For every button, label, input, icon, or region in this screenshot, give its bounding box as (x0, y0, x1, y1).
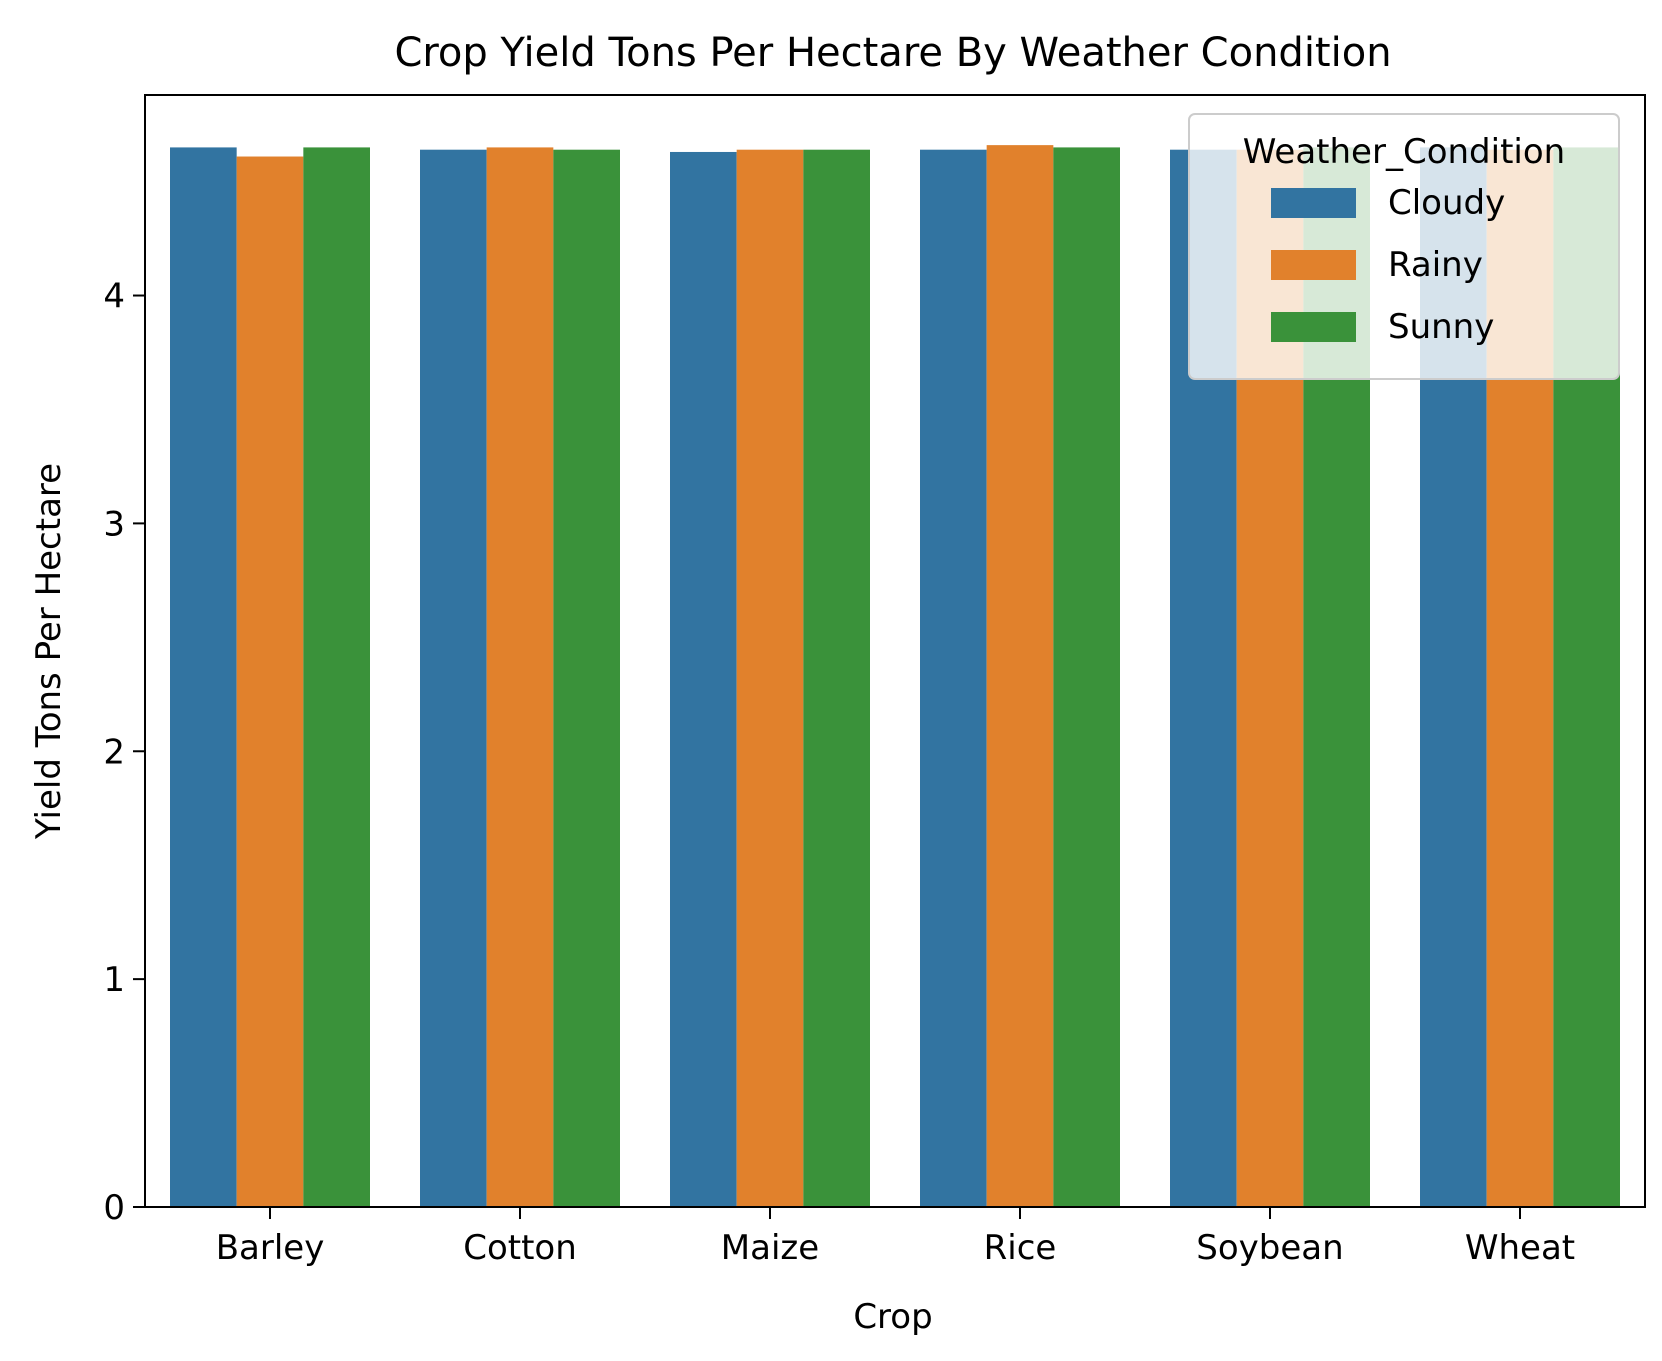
legend-label-rainy: Rainy (1388, 245, 1483, 285)
legend-label-cloudy: Cloudy (1388, 183, 1505, 223)
y-tick-label: 3 (103, 504, 125, 544)
x-tick-label: Soybean (1196, 1228, 1343, 1268)
bar-cotton-sunny (553, 149, 620, 1208)
legend-items: Cloudy Rainy Sunny (1271, 183, 1505, 347)
legend-swatch-sunny (1271, 312, 1356, 342)
bar-barley-sunny (303, 147, 370, 1208)
x-axis: Barley Cotton Maize Rice Soybean Wheat (216, 1207, 1575, 1268)
x-tick-label: Maize (721, 1228, 819, 1268)
y-tick-label: 2 (103, 732, 125, 772)
bars-layer (170, 145, 1620, 1208)
bar-cotton-cloudy (420, 149, 487, 1208)
chart-title: Crop Yield Tons Per Hectare By Weather C… (394, 30, 1391, 76)
bar-maize-rainy (736, 149, 804, 1208)
legend-swatch-cloudy (1271, 188, 1356, 218)
y-tick-label: 1 (103, 960, 125, 1000)
x-tick-label: Rice (984, 1228, 1057, 1268)
legend-swatch-rainy (1271, 250, 1356, 280)
y-tick-label: 4 (103, 277, 125, 317)
x-axis-label: Crop (853, 1297, 932, 1337)
bar-cotton-rainy (486, 147, 554, 1208)
x-tick-label: Cotton (463, 1228, 577, 1268)
bar-barley-rainy (236, 156, 304, 1207)
y-tick-label: 0 (103, 1188, 125, 1228)
x-tick-label: Barley (216, 1228, 325, 1268)
y-axis: 0 1 2 3 4 (103, 277, 145, 1228)
bar-rice-sunny (1053, 147, 1120, 1208)
legend: Weather_Condition Cloudy Rainy Sunny (1188, 113, 1620, 380)
bar-barley-cloudy (170, 147, 237, 1208)
x-tick-label: Wheat (1465, 1228, 1575, 1268)
y-axis-label: Yield Tons Per Hectare (29, 463, 69, 840)
legend-title: Weather_Condition (1243, 132, 1565, 172)
bar-maize-sunny (803, 149, 870, 1208)
bar-maize-cloudy (670, 151, 737, 1208)
plot-frame (144, 94, 1646, 1208)
bar-rice-cloudy (920, 149, 987, 1208)
legend-label-sunny: Sunny (1388, 307, 1494, 347)
bar-rice-rainy (986, 145, 1054, 1208)
